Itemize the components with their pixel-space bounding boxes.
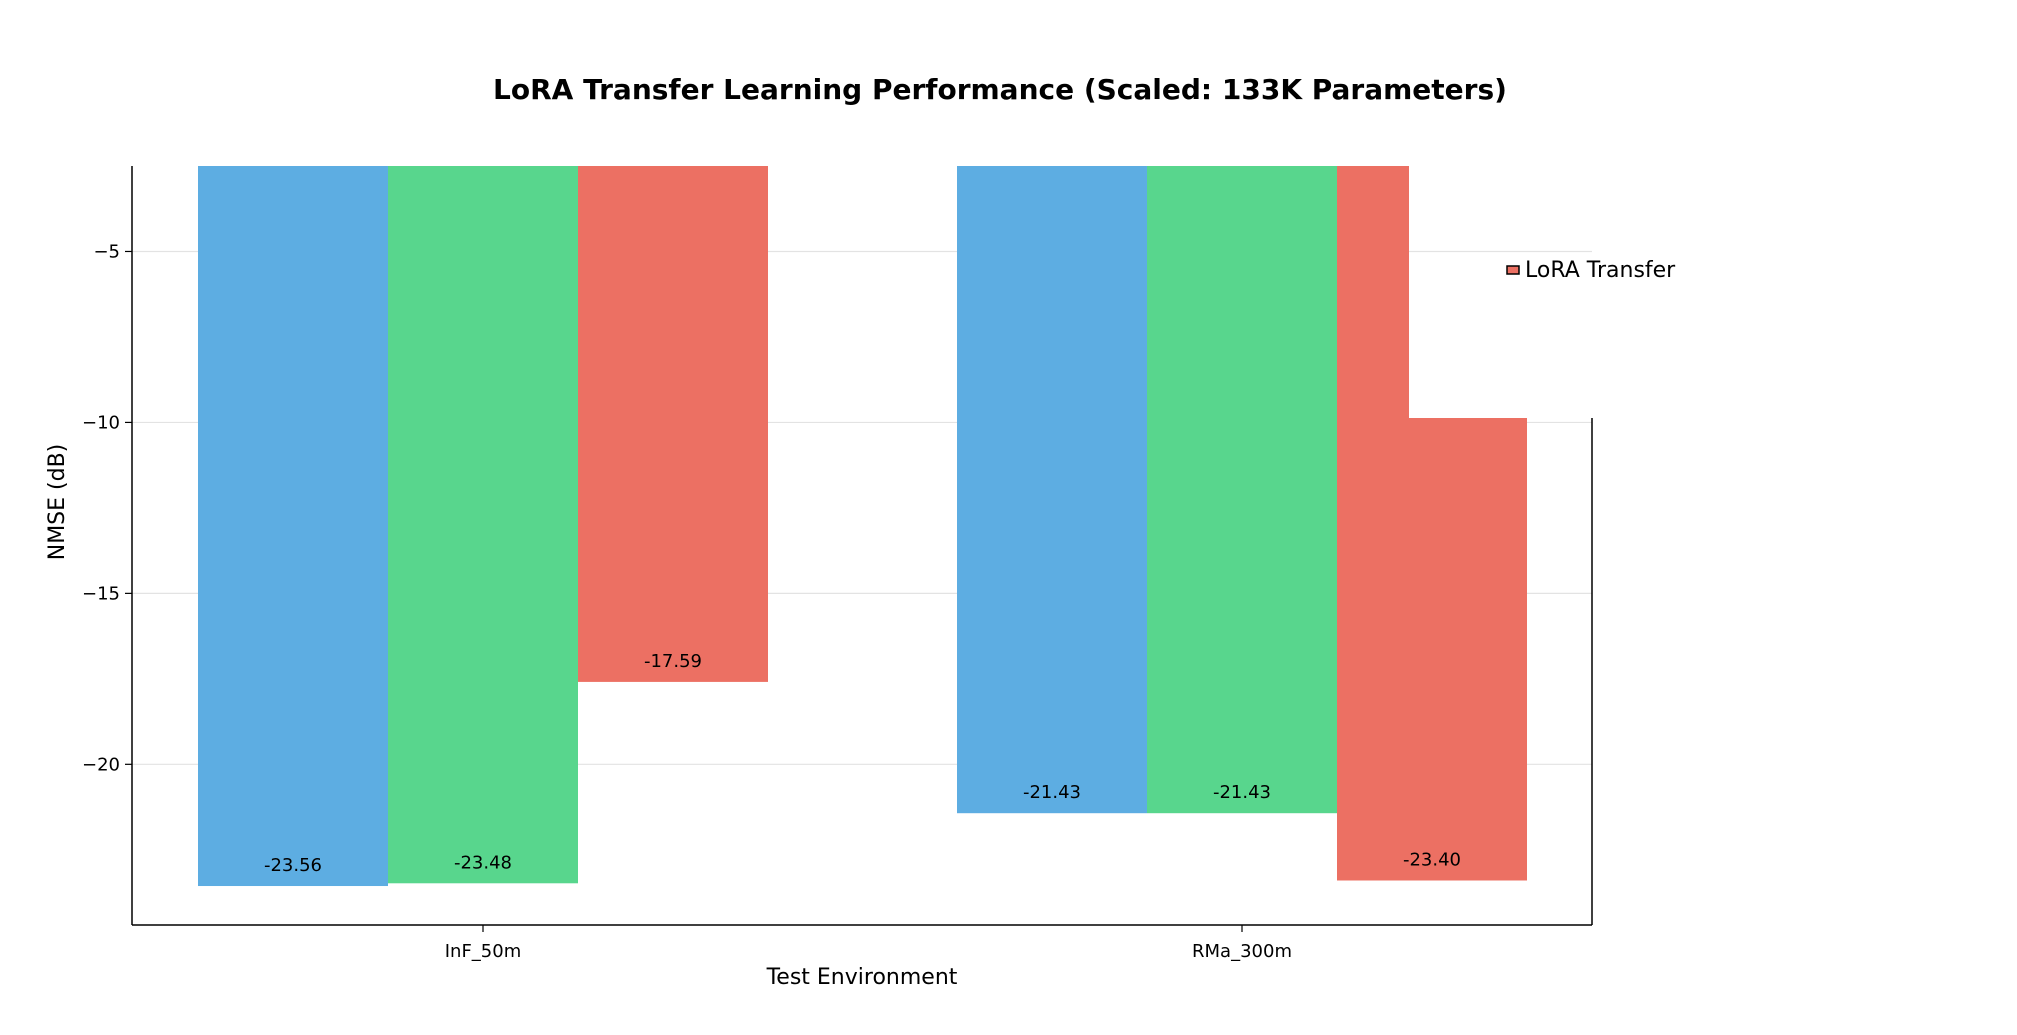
x-tick-label: InF_50m xyxy=(445,941,522,962)
bar xyxy=(578,166,768,682)
bars xyxy=(198,166,1527,887)
bar xyxy=(957,166,1147,814)
bar xyxy=(388,166,578,884)
legend-swatch xyxy=(1506,265,1520,275)
x-tick-label: RMa_300m xyxy=(1192,941,1292,962)
data-label: -17.59 xyxy=(644,651,702,672)
x-ticks: InF_50m RMa_300m xyxy=(445,925,1292,962)
legend: LoRA Transfer xyxy=(1506,258,1676,283)
data-labels: -23.56 -23.48 -17.59 -21.43 -21.43 -23.40 xyxy=(264,651,1461,876)
data-label: -21.43 xyxy=(1023,782,1081,803)
data-label: -21.43 xyxy=(1213,782,1271,803)
chart-title: LoRA Transfer Learning Performance (Scal… xyxy=(493,73,1507,106)
bar xyxy=(1147,166,1337,814)
bar xyxy=(198,166,388,887)
x-axis-label: Test Environment xyxy=(766,965,958,990)
legend-label: LoRA Transfer xyxy=(1525,258,1676,283)
y-tick-label: −15 xyxy=(82,583,120,604)
y-tick-label: −20 xyxy=(82,754,120,775)
data-label: -23.56 xyxy=(264,855,322,876)
y-axis-label: NMSE (dB) xyxy=(45,444,70,561)
data-label: -23.48 xyxy=(454,852,512,873)
y-tick-label: −10 xyxy=(82,412,120,433)
y-tick-label: −5 xyxy=(93,241,120,262)
axes xyxy=(131,166,1593,926)
bar xyxy=(1337,166,1527,881)
data-label: -23.40 xyxy=(1403,850,1461,871)
y-ticks: −5 −10 −15 −20 xyxy=(82,241,132,775)
